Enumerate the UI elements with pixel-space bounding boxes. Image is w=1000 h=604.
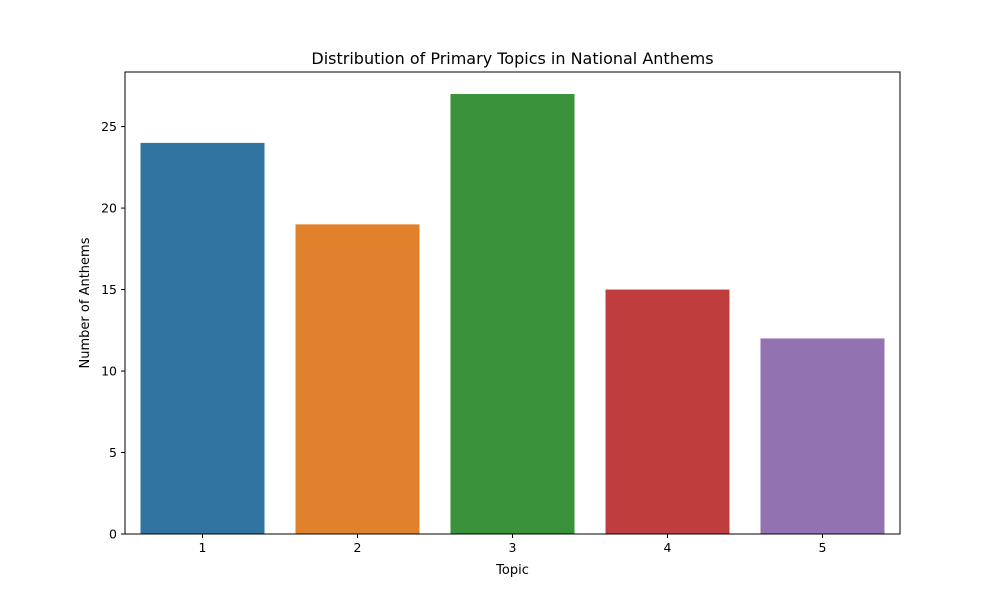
- y-tick-label-20: 20: [101, 201, 117, 216]
- x-tick-label-3: 3: [509, 540, 517, 555]
- x-tick-label-5: 5: [819, 540, 827, 555]
- y-tick-label-0: 0: [109, 527, 117, 542]
- bar-topic-1: [140, 142, 265, 534]
- y-axis: 0 5 10 15 20 25: [101, 119, 125, 542]
- bar-topic-3: [450, 94, 575, 534]
- bar-topic-4: [605, 289, 730, 534]
- bar-topic-2: [295, 224, 420, 535]
- x-axis-label: Topic: [495, 563, 529, 578]
- y-axis-label: Number of Anthems: [78, 237, 93, 368]
- bar-topic-5: [760, 338, 885, 534]
- chart-title: Distribution of Primary Topics in Nation…: [311, 49, 713, 68]
- y-tick-label-15: 15: [101, 282, 117, 297]
- x-axis: 1 2 3 4 5: [199, 534, 827, 555]
- x-tick-label-1: 1: [199, 540, 207, 555]
- y-tick-label-25: 25: [101, 119, 117, 134]
- bars-group: [140, 94, 885, 535]
- y-tick-label-10: 10: [101, 364, 117, 379]
- y-tick-label-5: 5: [109, 445, 117, 460]
- x-tick-label-4: 4: [664, 540, 672, 555]
- x-tick-label-2: 2: [354, 540, 362, 555]
